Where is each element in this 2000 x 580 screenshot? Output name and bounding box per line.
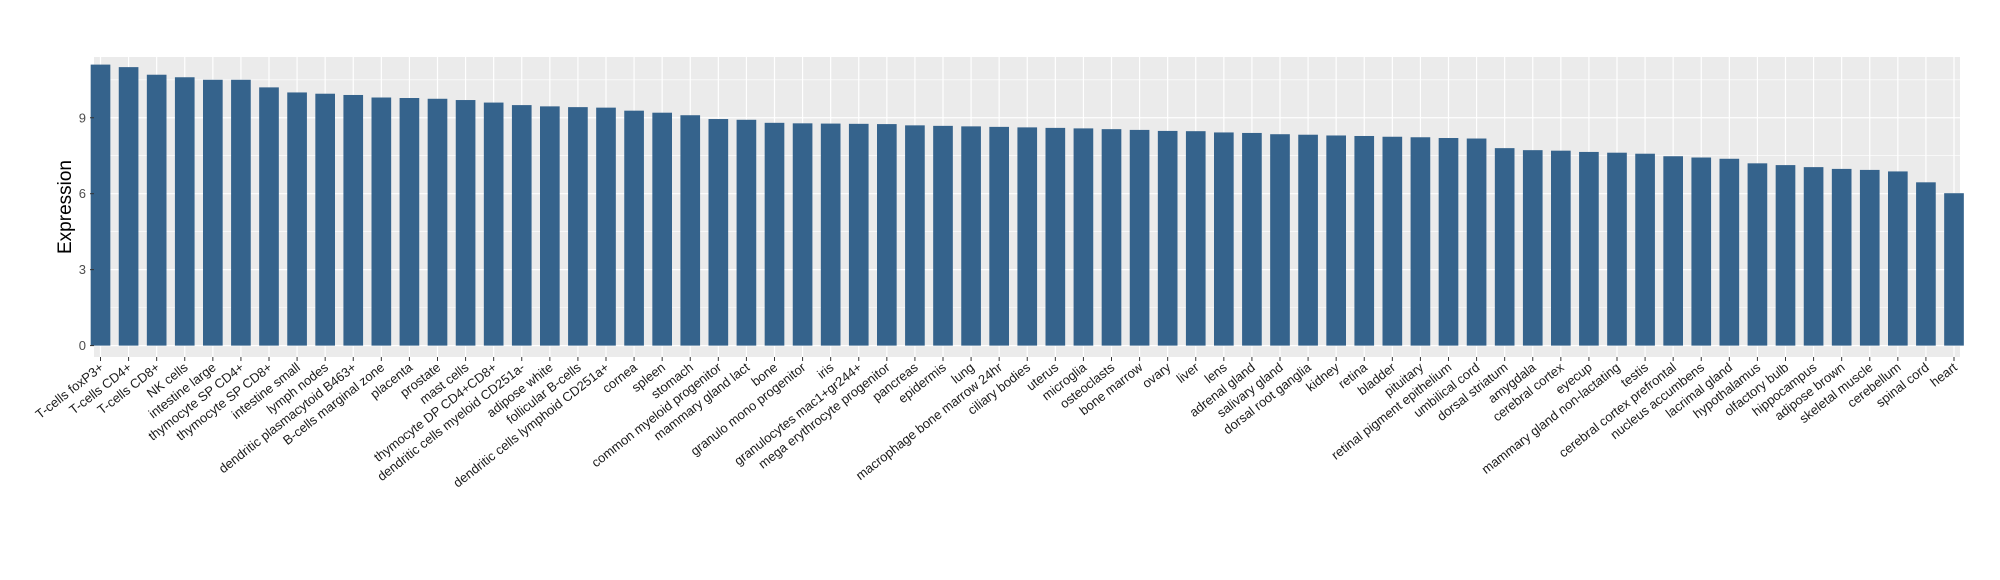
bar xyxy=(259,87,279,346)
bar xyxy=(1466,138,1487,346)
bar xyxy=(961,126,981,346)
bar xyxy=(877,124,897,346)
bar xyxy=(1663,156,1683,346)
bar xyxy=(203,79,223,346)
bar xyxy=(1831,168,1852,346)
bar xyxy=(820,123,841,346)
bar xyxy=(652,112,672,346)
bar xyxy=(1129,129,1150,346)
bar xyxy=(1214,132,1234,346)
bar xyxy=(343,94,364,346)
bar xyxy=(1775,165,1796,346)
bar xyxy=(848,123,869,346)
bar xyxy=(483,102,504,346)
bar xyxy=(1691,157,1712,346)
bar xyxy=(1635,153,1655,346)
x-tick-label: kidney xyxy=(1303,359,1342,394)
bars xyxy=(90,64,1964,346)
bar xyxy=(1747,163,1768,346)
bar xyxy=(989,126,1009,346)
bar xyxy=(371,97,392,346)
bar xyxy=(1438,138,1459,346)
y-tick-label: 9 xyxy=(79,110,86,125)
bar xyxy=(1719,158,1740,346)
bar xyxy=(1017,127,1038,346)
bar xyxy=(1382,136,1403,346)
y-axis: 0 3 6 9 xyxy=(79,110,94,353)
bar xyxy=(399,98,420,346)
bar xyxy=(427,98,448,346)
bar xyxy=(1944,193,1964,346)
y-tick-label: 6 xyxy=(79,186,86,201)
bar xyxy=(1298,134,1318,346)
bar xyxy=(1270,134,1290,346)
y-tick-label: 3 xyxy=(79,262,86,277)
bar xyxy=(1522,150,1543,346)
bar xyxy=(315,93,335,346)
x-tick-label: ovary xyxy=(1139,359,1174,391)
bar xyxy=(792,123,813,346)
bar xyxy=(1073,128,1094,346)
bar xyxy=(764,122,785,346)
bar xyxy=(933,125,953,346)
bar xyxy=(736,119,757,346)
bar xyxy=(1888,171,1908,346)
bar xyxy=(1494,148,1515,346)
bar xyxy=(1551,150,1571,346)
x-tick-label: heart xyxy=(1927,359,1960,389)
bar xyxy=(1326,135,1346,346)
bar xyxy=(1157,130,1178,346)
bar xyxy=(680,115,701,346)
bar xyxy=(624,110,644,346)
bar xyxy=(1242,132,1262,346)
x-tick-label: liver xyxy=(1174,359,1203,386)
y-axis-title: Expression xyxy=(55,160,76,254)
bar xyxy=(1607,152,1627,346)
bar xyxy=(540,106,560,346)
bar xyxy=(1803,167,1824,346)
bar xyxy=(708,119,729,346)
bar xyxy=(511,105,532,346)
y-tick-label: 0 xyxy=(79,338,86,353)
bar xyxy=(146,74,167,346)
bar xyxy=(568,107,588,346)
bar xyxy=(1354,135,1375,346)
bar xyxy=(118,67,139,346)
bar xyxy=(174,77,195,346)
bar xyxy=(596,107,616,346)
bar xyxy=(90,64,111,346)
bar xyxy=(1859,169,1880,346)
bar xyxy=(1579,151,1599,346)
bar xyxy=(1185,131,1206,346)
x-axis: T-cells foxP3+T-cells CD4+T-cells CD8+NK… xyxy=(32,357,1960,490)
bar xyxy=(287,92,307,346)
bar xyxy=(1045,127,1066,346)
bar xyxy=(1101,129,1122,346)
bar xyxy=(455,100,476,346)
bar xyxy=(1410,137,1431,346)
bar xyxy=(231,79,251,346)
bar xyxy=(905,125,925,346)
bar xyxy=(1916,182,1936,346)
